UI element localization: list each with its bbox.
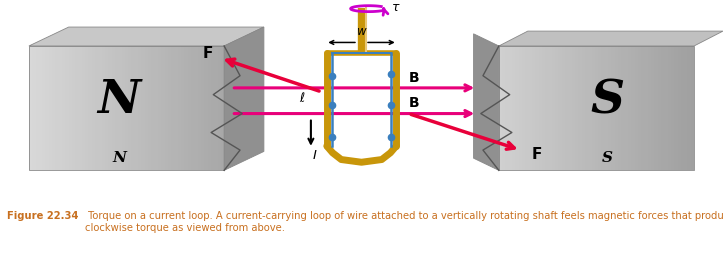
Text: S: S [590, 77, 625, 123]
Text: Figure 22.34: Figure 22.34 [7, 211, 79, 221]
Polygon shape [224, 27, 264, 170]
Text: F: F [203, 46, 213, 61]
Polygon shape [474, 34, 499, 170]
Text: B: B [408, 96, 419, 110]
Text: F: F [531, 147, 542, 162]
Polygon shape [29, 27, 264, 46]
Text: B: B [408, 71, 419, 85]
Text: τ: τ [392, 1, 399, 14]
Text: N: N [98, 77, 141, 123]
Text: Torque on a current loop. A current-carrying loop of wire attached to a vertical: Torque on a current loop. A current-carr… [85, 211, 723, 233]
Text: ℓ: ℓ [299, 92, 304, 105]
Text: N: N [112, 151, 127, 165]
Text: S: S [602, 151, 613, 165]
Polygon shape [499, 31, 723, 46]
Text: w: w [356, 25, 367, 38]
Text: I: I [312, 149, 317, 162]
